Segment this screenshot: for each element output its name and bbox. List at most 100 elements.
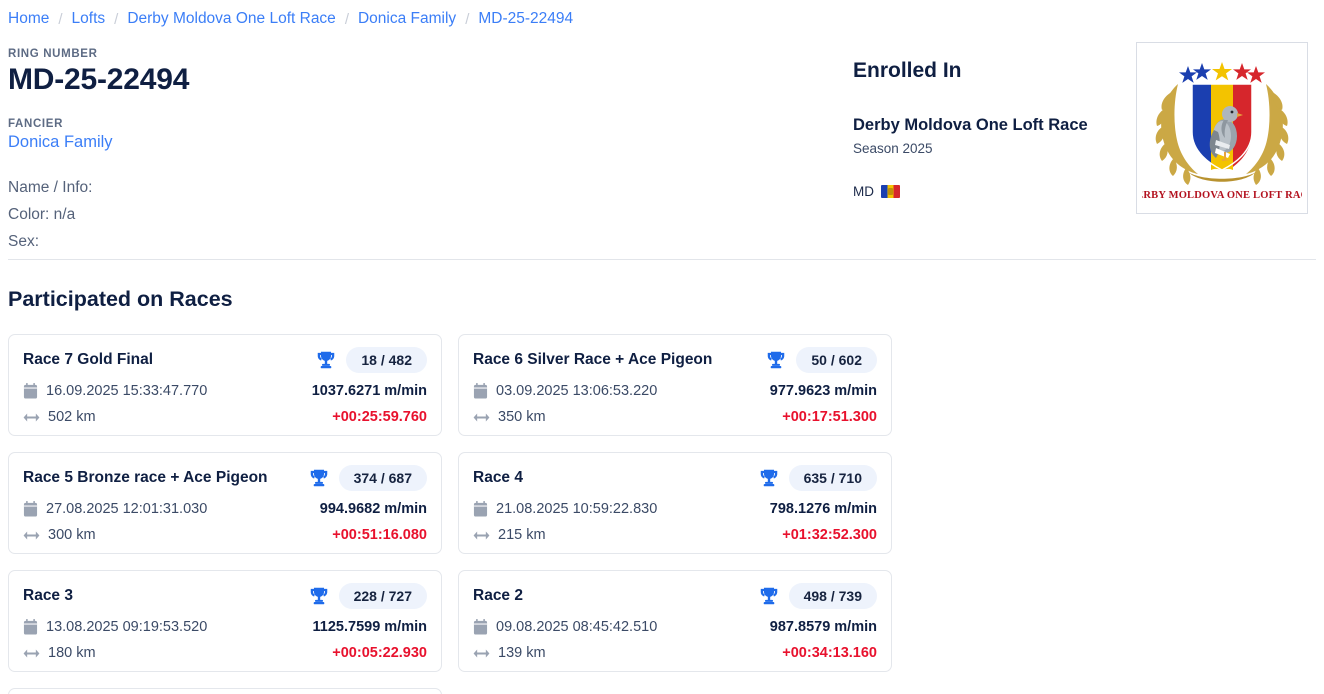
moldova-flag-icon: [881, 184, 900, 198]
race-date-row: 16.09.2025 15:33:47.770 1037.6271 m/min: [23, 383, 427, 399]
breadcrumb: Home / Lofts / Derby Moldova One Loft Ra…: [0, 0, 1324, 34]
distance-arrow-icon: [23, 412, 40, 422]
calendar-icon: [473, 619, 488, 635]
trophy-icon: [760, 469, 777, 487]
race-distance-row: 180 km +00:05:22.930: [23, 645, 427, 661]
race-time-behind: +00:51:16.080: [332, 527, 427, 543]
pigeon-color: Color: n/a: [8, 205, 76, 223]
race-card-header: Race 6 Silver Race + Ace Pigeon 50 / 602: [473, 347, 877, 373]
race-rank-badge: 50 / 602: [796, 347, 877, 373]
race-distance: 215 km: [498, 527, 546, 543]
race-distance: 502 km: [48, 409, 96, 425]
race-distance-group: 502 km: [23, 409, 96, 425]
race-rank-group: 50 / 602: [765, 347, 877, 373]
crest-emblem-icon: DERBY MOLDOVA ONE LOFT RACE: [1142, 62, 1302, 201]
calendar-icon: [473, 383, 488, 399]
race-date-row: 09.08.2025 08:45:42.510 987.8579 m/min: [473, 619, 877, 635]
race-rank-group: 228 / 727: [308, 583, 427, 609]
race-date: 21.08.2025 10:59:22.830: [496, 501, 658, 517]
race-card-title: Race 3: [23, 587, 73, 604]
race-card-title: Race 4: [473, 469, 523, 486]
distance-arrow-icon: [473, 530, 490, 540]
race-card[interactable]: Race 1597 / 83004.08.2025 10:21:40.46049…: [8, 688, 442, 694]
race-time-behind: +00:05:22.930: [332, 645, 427, 661]
race-distance-group: 139 km: [473, 645, 546, 661]
race-card-header: Race 4 635 / 710: [473, 465, 877, 491]
race-card[interactable]: Race 4 635 / 710 21.08.2025 10:59:22.830 79…: [458, 452, 892, 554]
race-card-header: Race 3 228 / 727: [23, 583, 427, 609]
race-rank-badge: 498 / 739: [788, 583, 877, 609]
race-card-title: Race 6 Silver Race + Ace Pigeon: [473, 351, 713, 368]
ring-number-value: MD-25-22494: [8, 63, 190, 96]
trophy-icon: [760, 587, 777, 605]
enrolled-in-panel: Enrolled In Derby Moldova One Loft Race …: [853, 42, 1138, 259]
race-card-title: Race 5 Bronze race + Ace Pigeon: [23, 469, 268, 486]
participated-races-title: Participated on Races: [8, 287, 233, 311]
race-rank-badge: 374 / 687: [338, 465, 427, 491]
pigeon-name-info: Name / Info:: [8, 178, 93, 196]
distance-arrow-icon: [473, 412, 490, 422]
race-rank-badge: 635 / 710: [788, 465, 877, 491]
enrolled-race-name: Derby Moldova One Loft Race: [853, 116, 1088, 135]
breadcrumb-separator: /: [465, 10, 470, 28]
pigeon-identity: RING NUMBER MD-25-22494 FANCIER Donica F…: [8, 42, 853, 259]
race-card-header: Race 2 498 / 739: [473, 583, 877, 609]
calendar-icon: [23, 501, 38, 517]
race-date: 09.08.2025 08:45:42.510: [496, 619, 658, 635]
race-rank-group: 498 / 739: [758, 583, 877, 609]
race-date-group: 09.08.2025 08:45:42.510: [473, 619, 657, 635]
race-speed: 798.1276 m/min: [769, 501, 877, 517]
race-card[interactable]: Race 2 498 / 739 09.08.2025 08:45:42.510 98…: [458, 570, 892, 672]
breadcrumb-item-home[interactable]: Home: [8, 10, 50, 27]
distance-arrow-icon: [23, 648, 40, 658]
race-date-group: 27.08.2025 12:01:31.030: [23, 501, 207, 517]
race-speed: 1125.7599 m/min: [312, 619, 427, 635]
race-distance-group: 180 km: [23, 645, 96, 661]
country-code-label: MD: [853, 183, 874, 199]
breadcrumb-item-fancier[interactable]: Donica Family: [357, 10, 457, 27]
race-time-behind: +01:32:52.300: [782, 527, 877, 543]
race-card[interactable]: Race 6 Silver Race + Ace Pigeon 50 / 602 0…: [458, 334, 892, 436]
breadcrumb-item-current[interactable]: MD-25-22494: [478, 10, 574, 27]
race-distance-row: 215 km +01:32:52.300: [473, 527, 877, 543]
race-time-behind: +00:34:13.160: [782, 645, 877, 661]
trophy-icon: [768, 351, 785, 369]
race-card[interactable]: Race 7 Gold Final 18 / 482 16.09.2025 15:3…: [8, 334, 442, 436]
breadcrumb-separator: /: [344, 10, 349, 28]
race-date-row: 13.08.2025 09:19:53.520 1125.7599 m/min: [23, 619, 427, 635]
race-distance-group: 350 km: [473, 409, 546, 425]
race-distance-group: 215 km: [473, 527, 546, 543]
breadcrumb-item-race[interactable]: Derby Moldova One Loft Race: [127, 10, 336, 27]
race-distance-row: 502 km +00:25:59.760: [23, 409, 427, 425]
race-date-row: 03.09.2025 13:06:53.220 977.9623 m/min: [473, 383, 877, 399]
calendar-icon: [23, 383, 38, 399]
race-distance: 139 km: [498, 645, 546, 661]
race-card[interactable]: Race 5 Bronze race + Ace Pigeon 374 / 687…: [8, 452, 442, 554]
distance-arrow-icon: [23, 530, 40, 540]
race-date-row: 21.08.2025 10:59:22.830 798.1276 m/min: [473, 501, 877, 517]
race-date-group: 13.08.2025 09:19:53.520: [23, 619, 207, 635]
race-time-behind: +00:25:59.760: [332, 409, 427, 425]
race-card-title: Race 2: [473, 587, 523, 604]
ring-number-label: RING NUMBER: [8, 48, 98, 60]
calendar-icon: [473, 501, 488, 517]
race-distance: 180 km: [48, 645, 96, 661]
fancier-link[interactable]: Donica Family: [8, 132, 113, 151]
trophy-icon: [310, 587, 327, 605]
race-card-header: Race 7 Gold Final 18 / 482: [23, 347, 427, 373]
enrolled-country: MD: [853, 184, 1138, 199]
race-speed: 987.8579 m/min: [769, 619, 877, 635]
race-date: 16.09.2025 15:33:47.770: [46, 383, 208, 399]
pigeon-sex: Sex:: [8, 232, 40, 250]
race-crest-logo: DERBY MOLDOVA ONE LOFT RACE: [1136, 42, 1308, 214]
race-date: 27.08.2025 12:01:31.030: [46, 501, 208, 517]
breadcrumb-item-lofts[interactable]: Lofts: [71, 10, 106, 27]
race-rank-group: 18 / 482: [315, 347, 427, 373]
race-rank-group: 374 / 687: [308, 465, 427, 491]
race-card-title: Race 7 Gold Final: [23, 351, 154, 368]
race-card[interactable]: Race 3 228 / 727 13.08.2025 09:19:53.520 11…: [8, 570, 442, 672]
race-distance-group: 300 km: [23, 527, 96, 543]
race-time-behind: +00:17:51.300: [782, 409, 877, 425]
pigeon-header: RING NUMBER MD-25-22494 FANCIER Donica F…: [0, 34, 1324, 259]
